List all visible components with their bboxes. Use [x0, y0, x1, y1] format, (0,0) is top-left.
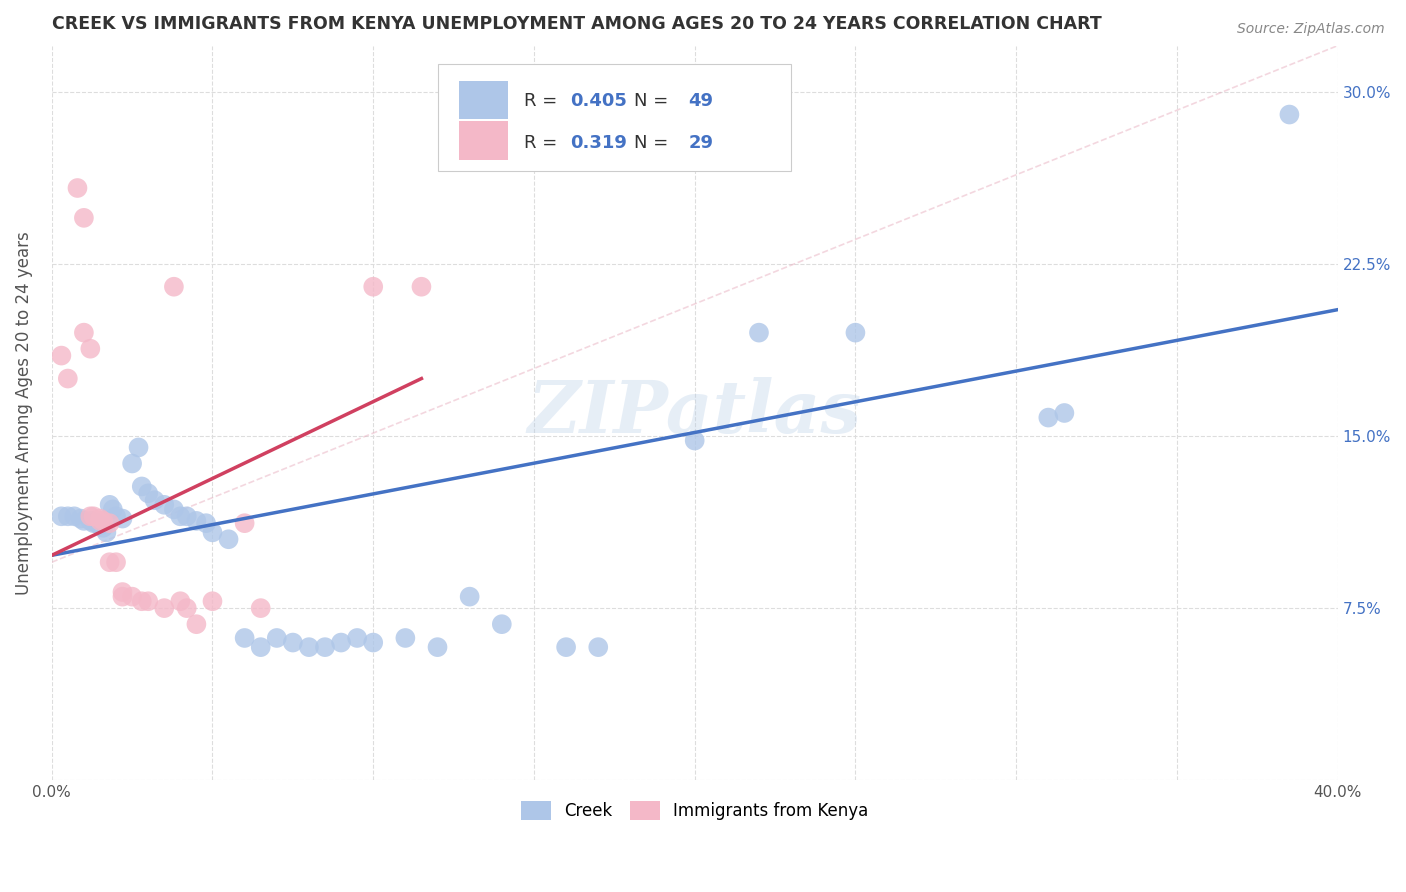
Point: [128, 441, 150, 455]
Point: [176, 601, 198, 615]
Point: [1053, 406, 1076, 420]
Point: [330, 635, 353, 649]
Legend: Creek, Immigrants from Kenya: Creek, Immigrants from Kenya: [515, 795, 875, 827]
Point: [426, 640, 449, 655]
Point: [73, 326, 96, 340]
Point: [56, 509, 79, 524]
Point: [266, 631, 288, 645]
Point: [281, 635, 304, 649]
Point: [169, 594, 191, 608]
Point: [394, 631, 416, 645]
Point: [98, 555, 121, 569]
Point: [1038, 410, 1060, 425]
Point: [586, 640, 609, 655]
Point: [105, 555, 128, 569]
Text: CREEK VS IMMIGRANTS FROM KENYA UNEMPLOYMENT AMONG AGES 20 TO 24 YEARS CORRELATIO: CREEK VS IMMIGRANTS FROM KENYA UNEMPLOYM…: [52, 15, 1101, 33]
Point: [136, 486, 159, 500]
Point: [458, 590, 481, 604]
Point: [91, 514, 114, 528]
Text: Source: ZipAtlas.com: Source: ZipAtlas.com: [1237, 22, 1385, 37]
Point: [186, 617, 208, 632]
Point: [89, 511, 111, 525]
Point: [101, 502, 124, 516]
Text: N =: N =: [634, 134, 675, 152]
Point: [83, 516, 105, 531]
Text: 0.319: 0.319: [569, 134, 627, 152]
Point: [346, 631, 368, 645]
Point: [143, 493, 166, 508]
Point: [361, 635, 384, 649]
Point: [361, 279, 384, 293]
Point: [176, 509, 198, 524]
Point: [89, 518, 111, 533]
Point: [91, 521, 114, 535]
Point: [153, 601, 176, 615]
Point: [121, 590, 143, 604]
Point: [249, 640, 271, 655]
Text: R =: R =: [523, 92, 562, 110]
Point: [555, 640, 578, 655]
Point: [169, 509, 191, 524]
Point: [79, 514, 101, 528]
Point: [51, 349, 73, 363]
Text: R =: R =: [523, 134, 562, 152]
Point: [249, 601, 271, 615]
Point: [73, 514, 96, 528]
Text: N =: N =: [634, 92, 675, 110]
FancyBboxPatch shape: [460, 81, 508, 120]
Point: [491, 617, 513, 632]
Point: [111, 590, 134, 604]
Point: [233, 631, 256, 645]
Point: [748, 326, 770, 340]
Point: [201, 525, 224, 540]
Point: [98, 516, 121, 531]
Point: [233, 516, 256, 531]
Point: [121, 457, 143, 471]
FancyBboxPatch shape: [437, 64, 792, 170]
Point: [195, 516, 218, 531]
Text: 49: 49: [689, 92, 713, 110]
Point: [66, 181, 89, 195]
Text: 29: 29: [689, 134, 713, 152]
Point: [131, 594, 153, 608]
Point: [844, 326, 866, 340]
Text: 0.405: 0.405: [569, 92, 627, 110]
Point: [86, 516, 108, 531]
Point: [131, 479, 153, 493]
Text: ZIPatlas: ZIPatlas: [527, 377, 862, 449]
Point: [298, 640, 321, 655]
Point: [201, 594, 224, 608]
Point: [79, 342, 101, 356]
Point: [111, 585, 134, 599]
Point: [683, 434, 706, 448]
Point: [96, 525, 118, 540]
Point: [186, 514, 208, 528]
Point: [218, 533, 240, 547]
Point: [83, 509, 105, 524]
Point: [314, 640, 336, 655]
FancyBboxPatch shape: [460, 121, 508, 160]
Point: [51, 509, 73, 524]
Point: [56, 371, 79, 385]
Point: [63, 509, 86, 524]
Point: [79, 509, 101, 524]
Point: [163, 279, 186, 293]
Point: [163, 502, 186, 516]
Point: [73, 211, 96, 225]
Point: [153, 498, 176, 512]
Point: [1278, 107, 1301, 121]
Point: [111, 511, 134, 525]
Point: [136, 594, 159, 608]
Point: [105, 509, 128, 524]
Point: [89, 514, 111, 528]
Y-axis label: Unemployment Among Ages 20 to 24 years: Unemployment Among Ages 20 to 24 years: [15, 231, 32, 595]
Point: [98, 498, 121, 512]
Point: [411, 279, 433, 293]
Point: [69, 511, 91, 525]
